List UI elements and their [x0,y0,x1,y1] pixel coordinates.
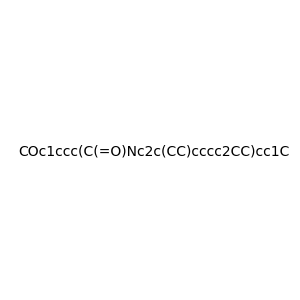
Text: COc1ccc(C(=O)Nc2c(CC)cccc2CC)cc1C: COc1ccc(C(=O)Nc2c(CC)cccc2CC)cc1C [18,145,290,158]
